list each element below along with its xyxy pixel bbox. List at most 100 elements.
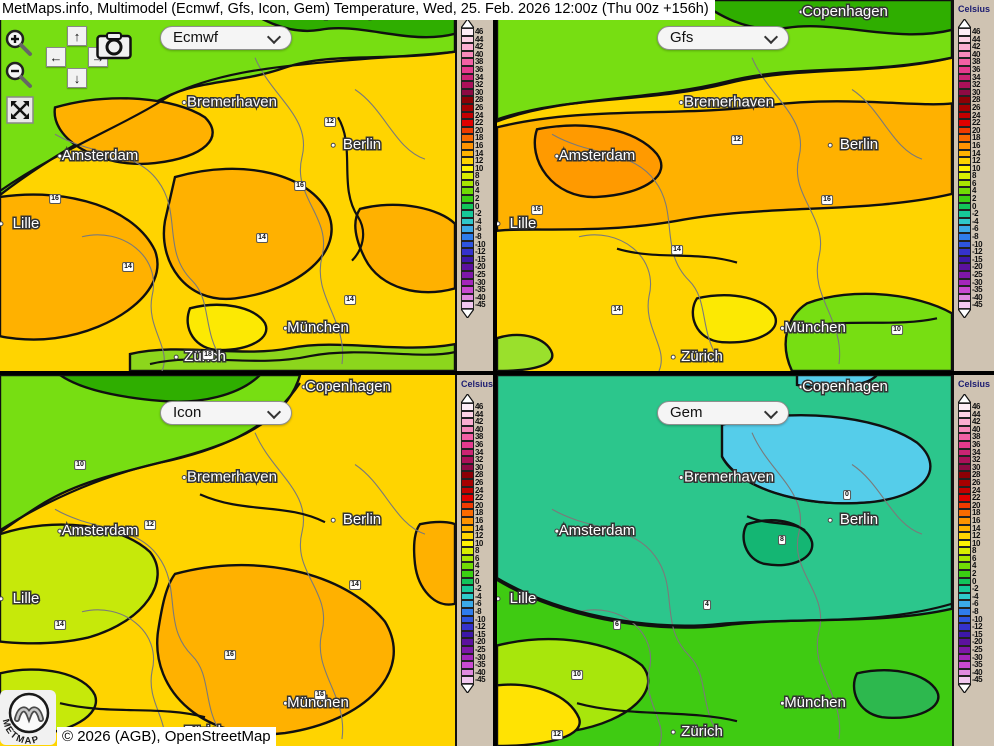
colorbar-swatch — [460, 179, 474, 188]
colorbar-swatch — [460, 448, 474, 457]
svg-text:Berlin: Berlin — [343, 136, 381, 153]
colorbar-step: 18 — [460, 509, 493, 517]
colorbar-swatch — [958, 157, 971, 165]
colorbar-tick-label: 46 — [972, 27, 980, 36]
colorbar-swatch — [958, 195, 971, 203]
temp-region — [533, 124, 663, 199]
colorbar-swatch — [460, 134, 474, 142]
colorbar-tick-label: 30 — [972, 462, 980, 472]
colorbar-step: -45 — [958, 301, 994, 309]
colorbar-tick-label: -12 — [474, 247, 486, 257]
colorbar-step: 42 — [958, 418, 994, 426]
colorbar-step: -2 — [460, 585, 493, 593]
colorbar-tick-label: -35 — [972, 660, 983, 670]
admin-border — [751, 432, 841, 740]
colorbar-step: -6 — [460, 225, 493, 234]
colorbar-swatch — [460, 646, 474, 654]
city-label: Amsterdam — [554, 146, 637, 166]
colorbar-tick-label: 14 — [972, 148, 980, 158]
colorbar-step: -40 — [460, 293, 493, 302]
colorbar-tick-label: 36 — [474, 64, 483, 74]
colorbar-step: 10 — [460, 164, 493, 173]
fullscreen-button[interactable] — [6, 96, 34, 129]
model-panel-icon: Copenhagen Bremerhaven Amsterdam Berlin Lill… — [0, 375, 493, 746]
pan-left-button[interactable]: ← — [46, 47, 66, 67]
contour-value-label: 4 — [703, 600, 711, 610]
contour-value-label: 8 — [778, 535, 786, 545]
colorbar-tick-label: -35 — [474, 285, 486, 295]
colorbar-step: 12 — [460, 532, 493, 540]
colorbar-tick-label: 4 — [972, 186, 976, 196]
colorbar-tick-label: 12 — [972, 156, 980, 166]
colorbar-step: 10 — [958, 539, 994, 548]
colorbar-swatch — [958, 225, 971, 234]
colorbar-step: -40 — [958, 293, 994, 302]
pan-pad: ↑ ← → ↓ — [46, 26, 108, 88]
colorbar-unit-label: Celsius — [958, 379, 991, 389]
colorbar-step: 4 — [958, 186, 994, 196]
model-select-icon[interactable]: Icon — [160, 401, 292, 425]
admin-border — [851, 464, 923, 535]
colorbar-tick-label: -25 — [972, 270, 983, 279]
contour-line — [746, 515, 806, 532]
pan-up-button[interactable]: ↑ — [67, 26, 87, 46]
snapshot-button[interactable] — [96, 32, 132, 65]
model-select-gem[interactable]: Gem — [657, 401, 789, 425]
zoom-out-button[interactable] — [4, 60, 34, 95]
scale-up-arrow-icon — [460, 394, 474, 403]
colorbar-swatch — [460, 233, 474, 241]
svg-text:Bremerhaven: Bremerhaven — [684, 468, 774, 485]
colorbar-swatch — [460, 195, 474, 203]
model-select-gfs[interactable]: Gfs — [657, 26, 789, 50]
colorbar-tick-label: 6 — [972, 553, 976, 563]
city-label: Copenhagen — [798, 1, 889, 21]
colorbar-swatch — [460, 501, 474, 510]
colorbar-tick-label: -20 — [474, 262, 486, 272]
colorbar-tick-label: 44 — [972, 34, 980, 44]
magnifier-plus-icon — [5, 29, 32, 56]
pan-down-button[interactable]: ↓ — [67, 68, 87, 88]
city-label: Bremerhaven — [678, 92, 775, 112]
colorbar-tick-label: 14 — [972, 523, 980, 533]
map-canvas[interactable]: CopenhagenBremerhavenAmsterdamBerlinLill… — [0, 0, 455, 371]
colorbar-step: 44 — [460, 34, 493, 44]
colorbar-tick-label: -30 — [972, 277, 983, 287]
zoom-in-button[interactable] — [4, 28, 34, 63]
colorbar-swatch — [460, 638, 474, 646]
colorbar-tick-label: 8 — [474, 546, 479, 556]
colorbar-step: 40 — [958, 50, 994, 59]
colorbar-step: -12 — [958, 623, 994, 631]
colorbar-tick-label: 44 — [474, 34, 483, 44]
colorbar-swatch — [460, 418, 474, 426]
colorbar-swatch — [958, 134, 971, 142]
colorbar-step: -30 — [460, 278, 493, 287]
colorbar-swatch — [958, 425, 971, 434]
colorbar-step: 24 — [958, 111, 994, 120]
metmaps-logo[interactable]: METMAPS — [0, 682, 56, 746]
colorbar-tick-label: 26 — [474, 477, 483, 487]
model-select-ecmwf[interactable]: Ecmwf — [160, 26, 292, 50]
svg-text:Copenhagen: Copenhagen — [802, 378, 888, 395]
colorbar-step: 36 — [460, 441, 493, 449]
colorbar-swatch — [460, 103, 474, 112]
colorbar-step: 42 — [958, 43, 994, 51]
colorbar-tick-label: 16 — [972, 515, 980, 525]
colorbar-step: -8 — [460, 233, 493, 241]
svg-text:Bremerhaven: Bremerhaven — [187, 468, 277, 485]
colorbar-tick-label: 16 — [972, 140, 980, 150]
contour-line — [721, 456, 870, 505]
colorbar-tick-label: -8 — [474, 607, 482, 617]
colorbar-swatch — [460, 255, 474, 264]
colorbar-swatch — [460, 456, 474, 464]
metmaps-logo-icon: METMAPS — [0, 682, 50, 746]
colorbar-tick-label: 38 — [972, 432, 980, 442]
colorbar-step: 34 — [958, 448, 994, 457]
colorbar-tick-label: 36 — [972, 64, 980, 74]
colorbar-swatch — [958, 50, 971, 59]
colorbar-tick-label: -45 — [972, 675, 983, 685]
colorbar-tick-label: -6 — [972, 599, 979, 609]
colorbar-step: 38 — [460, 58, 493, 66]
